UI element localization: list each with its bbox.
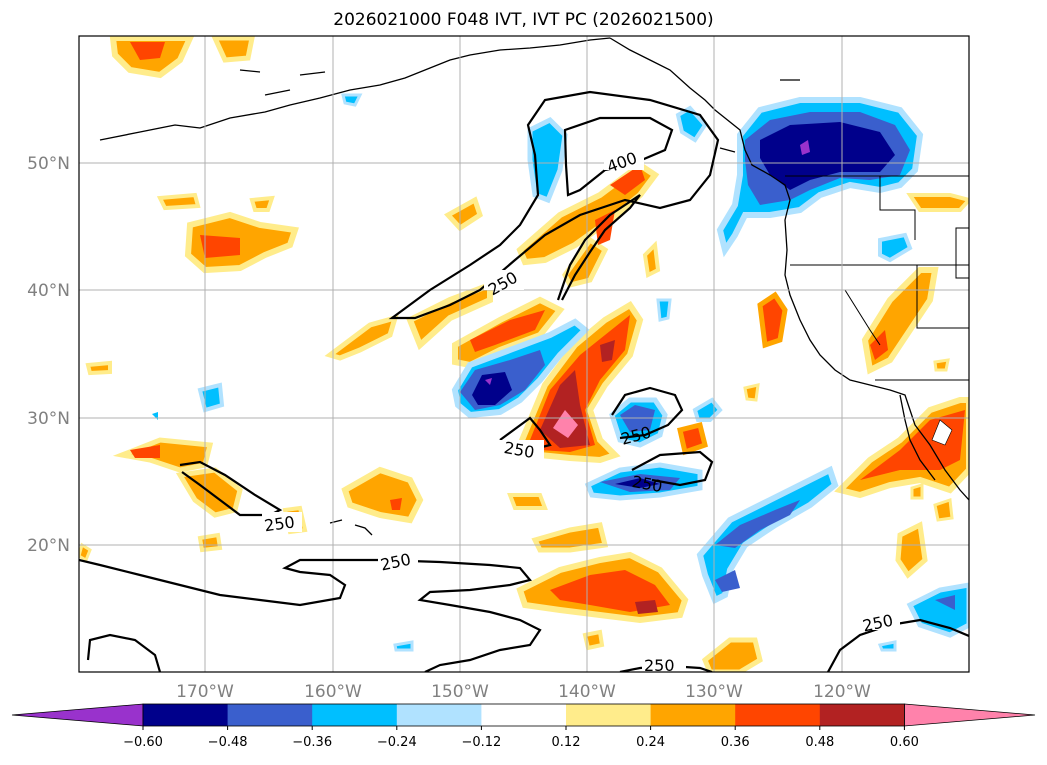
colorbar-swatch bbox=[819, 704, 905, 726]
colorbar-tick-label: 0.24 bbox=[636, 735, 665, 750]
coastlines bbox=[99, 37, 969, 536]
contour-label: 250 bbox=[644, 656, 675, 675]
colorbar-tick-label: 0.12 bbox=[552, 735, 581, 750]
colorbar-swatch bbox=[143, 704, 229, 726]
map-plot-area: 400 250 250 250 250 250 250 250 250 bbox=[79, 36, 969, 675]
ivt-contours bbox=[79, 90, 969, 672]
lat-label: 40°N bbox=[27, 281, 70, 301]
lon-label: 120°W bbox=[813, 682, 871, 702]
colorbar-tick-label: −0.24 bbox=[377, 735, 417, 750]
lat-label: 50°N bbox=[27, 154, 70, 174]
colorbar-extend-min bbox=[11, 703, 144, 727]
colorbar-tick-label: 0.48 bbox=[805, 735, 834, 750]
colorbar-swatch bbox=[650, 704, 736, 726]
lat-label: 30°N bbox=[27, 409, 70, 429]
contour-label: 250 bbox=[263, 512, 296, 535]
political-borders bbox=[785, 175, 969, 381]
lon-label: 160°W bbox=[304, 682, 362, 702]
colorbar-tick-label: −0.12 bbox=[461, 735, 501, 750]
colorbar-tick-label: 0.60 bbox=[890, 735, 919, 750]
colorbar-swatch bbox=[227, 704, 313, 726]
lon-label: 140°W bbox=[558, 682, 616, 702]
colorbar-tick-label: −0.48 bbox=[208, 735, 248, 750]
colorbar-swatch bbox=[396, 704, 482, 726]
longitude-labels: 170°W 160°W 150°W 140°W 130°W 120°W bbox=[176, 682, 871, 702]
colorbar-swatch bbox=[481, 704, 567, 726]
colorbar-extend-max bbox=[904, 703, 1036, 727]
lon-label: 130°W bbox=[685, 682, 743, 702]
colorbar-tick-label: −0.60 bbox=[123, 735, 163, 750]
negative-ivt-anomalies bbox=[152, 93, 969, 652]
colorbar-tick-label: −0.36 bbox=[292, 735, 332, 750]
colorbar-swatch bbox=[735, 704, 821, 726]
colorbar-tick-label: 0.36 bbox=[721, 735, 750, 750]
map-title: 2026021000 F048 IVT, IVT PC (2026021500) bbox=[333, 10, 714, 30]
latitude-labels: 50°N 40°N 30°N 20°N bbox=[27, 154, 70, 556]
colorbar-swatch bbox=[566, 704, 652, 726]
lon-label: 170°W bbox=[176, 682, 234, 702]
lon-label: 150°W bbox=[431, 682, 489, 702]
colorbar-swatch bbox=[312, 704, 398, 726]
plot-frame bbox=[78, 35, 970, 673]
colorbar: −0.60 −0.48 −0.36 −0.24 −0.12 0.12 0.24 0.36 0.4… bbox=[11, 703, 1036, 750]
lat-label: 20°N bbox=[27, 536, 70, 556]
